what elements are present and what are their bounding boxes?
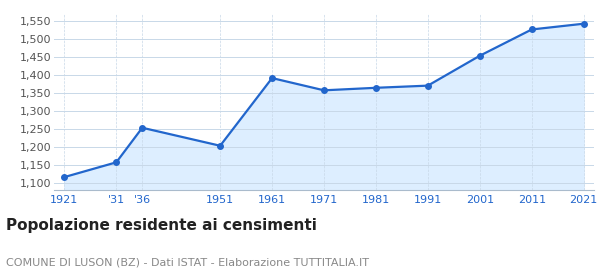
Text: Popolazione residente ai censimenti: Popolazione residente ai censimenti: [6, 218, 317, 234]
Text: COMUNE DI LUSON (BZ) - Dati ISTAT - Elaborazione TUTTITALIA.IT: COMUNE DI LUSON (BZ) - Dati ISTAT - Elab…: [6, 258, 369, 268]
